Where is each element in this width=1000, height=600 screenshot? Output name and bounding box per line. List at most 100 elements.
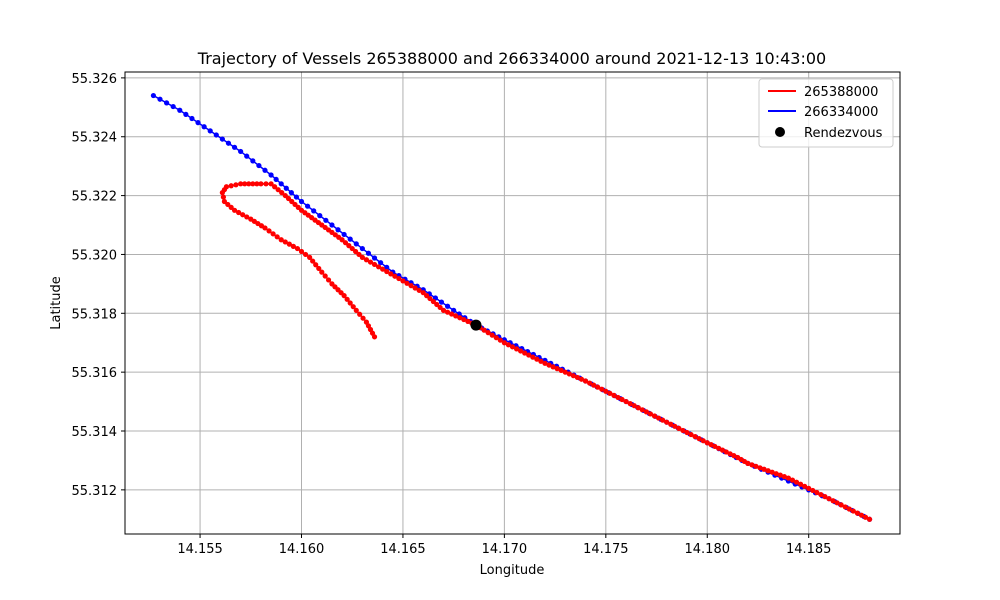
trajectory-point-265388000 <box>375 264 382 270</box>
trajectory-point-265388000 <box>627 401 633 407</box>
trajectory-point-265388000 <box>250 181 256 187</box>
trajectory-point-266334000 <box>195 120 201 126</box>
trajectory-point-265388000 <box>586 380 593 386</box>
trajectory-point-265388000 <box>858 512 865 518</box>
trajectory-point-265388000 <box>465 318 471 324</box>
trajectory-point-265388000 <box>310 258 316 264</box>
trajectory-point-265388000 <box>692 433 698 440</box>
trajectory-point-265388000 <box>749 462 755 468</box>
trajectory-point-265388000 <box>353 307 359 313</box>
trajectory-point-266334000 <box>378 260 384 266</box>
legend-label-rendezvous: Rendezvous <box>804 126 883 141</box>
trajectory-point-265388000 <box>367 259 374 265</box>
trajectory-point-266334000 <box>323 217 329 223</box>
trajectory-point-265388000 <box>353 248 359 255</box>
y-tick-label: 55.320 <box>72 248 118 263</box>
x-tick-label: 14.165 <box>380 542 426 557</box>
trajectory-point-266334000 <box>311 208 317 214</box>
trajectory-point-265388000 <box>826 496 832 502</box>
trajectory-point-266334000 <box>262 167 268 173</box>
x-tick-label: 14.180 <box>685 542 731 557</box>
trajectory-point-266334000 <box>283 185 289 191</box>
trajectory-point-265388000 <box>696 436 702 442</box>
trajectory-point-265388000 <box>846 506 852 512</box>
trajectory-point-265388000 <box>313 262 319 268</box>
trajectory-point-265388000 <box>700 438 706 444</box>
trajectory-point-265388000 <box>603 388 609 394</box>
y-axis-label: Latitude <box>49 276 64 330</box>
trajectory-point-265388000 <box>530 354 536 360</box>
trajectory-point-265388000 <box>688 431 694 438</box>
trajectory-point-265388000 <box>400 278 406 284</box>
trajectory-point-266334000 <box>244 153 250 159</box>
trajectory-point-265388000 <box>582 378 589 384</box>
trajectory-point-266334000 <box>213 132 219 138</box>
trajectory-point-265388000 <box>225 201 231 208</box>
trajectory-point-265388000 <box>761 466 767 472</box>
x-tick-label: 14.185 <box>786 542 832 557</box>
trajectory-point-265388000 <box>347 300 353 306</box>
trajectory-point-265388000 <box>785 475 792 481</box>
trajectory-point-266334000 <box>201 124 207 130</box>
trajectory-point-265388000 <box>279 190 285 196</box>
trajectory-point-265388000 <box>302 251 309 258</box>
trajectory-point-265388000 <box>424 293 430 299</box>
trajectory-point-265388000 <box>231 207 238 213</box>
trajectory-point-265388000 <box>599 386 605 392</box>
trajectory-point-265388000 <box>862 514 869 520</box>
trajectory-point-265388000 <box>268 181 274 187</box>
trajectory-point-266334000 <box>207 128 213 134</box>
trajectory-point-265388000 <box>793 479 800 485</box>
trajectory-point-265388000 <box>228 204 234 210</box>
trajectory-point-265388000 <box>773 471 779 477</box>
legend-swatch-rendezvous <box>775 127 785 137</box>
trajectory-point-265388000 <box>357 311 363 317</box>
trajectory-point-265388000 <box>607 390 613 396</box>
trajectory-point-265388000 <box>643 409 650 415</box>
trajectory-point-265388000 <box>822 494 828 500</box>
trajectory-point-265388000 <box>254 181 260 187</box>
trajectory-point-265388000 <box>684 429 690 436</box>
trajectory-point-265388000 <box>647 411 654 417</box>
trajectory-point-265388000 <box>233 182 239 188</box>
y-tick-label: 55.314 <box>72 425 118 440</box>
trajectory-point-265388000 <box>668 421 674 427</box>
trajectory-point-265388000 <box>363 257 370 263</box>
y-tick-label: 55.324 <box>72 131 118 146</box>
trajectory-point-265388000 <box>244 214 250 220</box>
trajectory-point-266334000 <box>371 255 378 261</box>
trajectory-point-265388000 <box>518 348 524 354</box>
trajectory-point-265388000 <box>806 485 812 491</box>
trajectory-point-265388000 <box>838 502 844 508</box>
trajectory-point-265388000 <box>240 212 246 218</box>
trajectory-point-265388000 <box>274 234 280 240</box>
trajectory-point-266334000 <box>288 190 294 196</box>
trajectory-point-266334000 <box>256 162 262 169</box>
trajectory-point-265388000 <box>623 398 629 405</box>
trajectory-point-266334000 <box>317 213 323 219</box>
trajectory-point-266334000 <box>353 241 359 247</box>
trajectory-point-265388000 <box>286 241 292 247</box>
y-tick-label: 55.316 <box>72 366 118 381</box>
ticks-layer: 14.155 14.160 14.165 14.170 14.175 14.180 14.1… <box>72 72 832 557</box>
trajectory-point-265388000 <box>270 231 276 237</box>
trajectory-point-265388000 <box>745 460 751 466</box>
trajectory-point-265388000 <box>570 373 576 379</box>
trajectory-point-265388000 <box>223 184 230 190</box>
trajectory-point-265388000 <box>757 465 763 471</box>
trajectory-point-266334000 <box>347 236 353 242</box>
trajectory-point-265388000 <box>509 344 516 350</box>
trajectory-point-265388000 <box>591 382 597 388</box>
trajectory-point-265388000 <box>307 254 313 260</box>
trajectory-point-265388000 <box>769 469 775 475</box>
trajectory-point-265388000 <box>392 273 398 279</box>
trajectory-point-265388000 <box>363 319 370 325</box>
trajectory-point-265388000 <box>278 237 284 243</box>
trajectory-point-265388000 <box>356 251 362 258</box>
trajectory-point-266334000 <box>444 303 451 309</box>
trajectory-point-265388000 <box>635 405 641 411</box>
trajectory-point-265388000 <box>611 392 617 398</box>
chart-title: Trajectory of Vessels 265388000 and 2663… <box>197 49 826 68</box>
x-tick-label: 14.160 <box>279 542 325 557</box>
trajectory-point-266334000 <box>177 107 183 113</box>
